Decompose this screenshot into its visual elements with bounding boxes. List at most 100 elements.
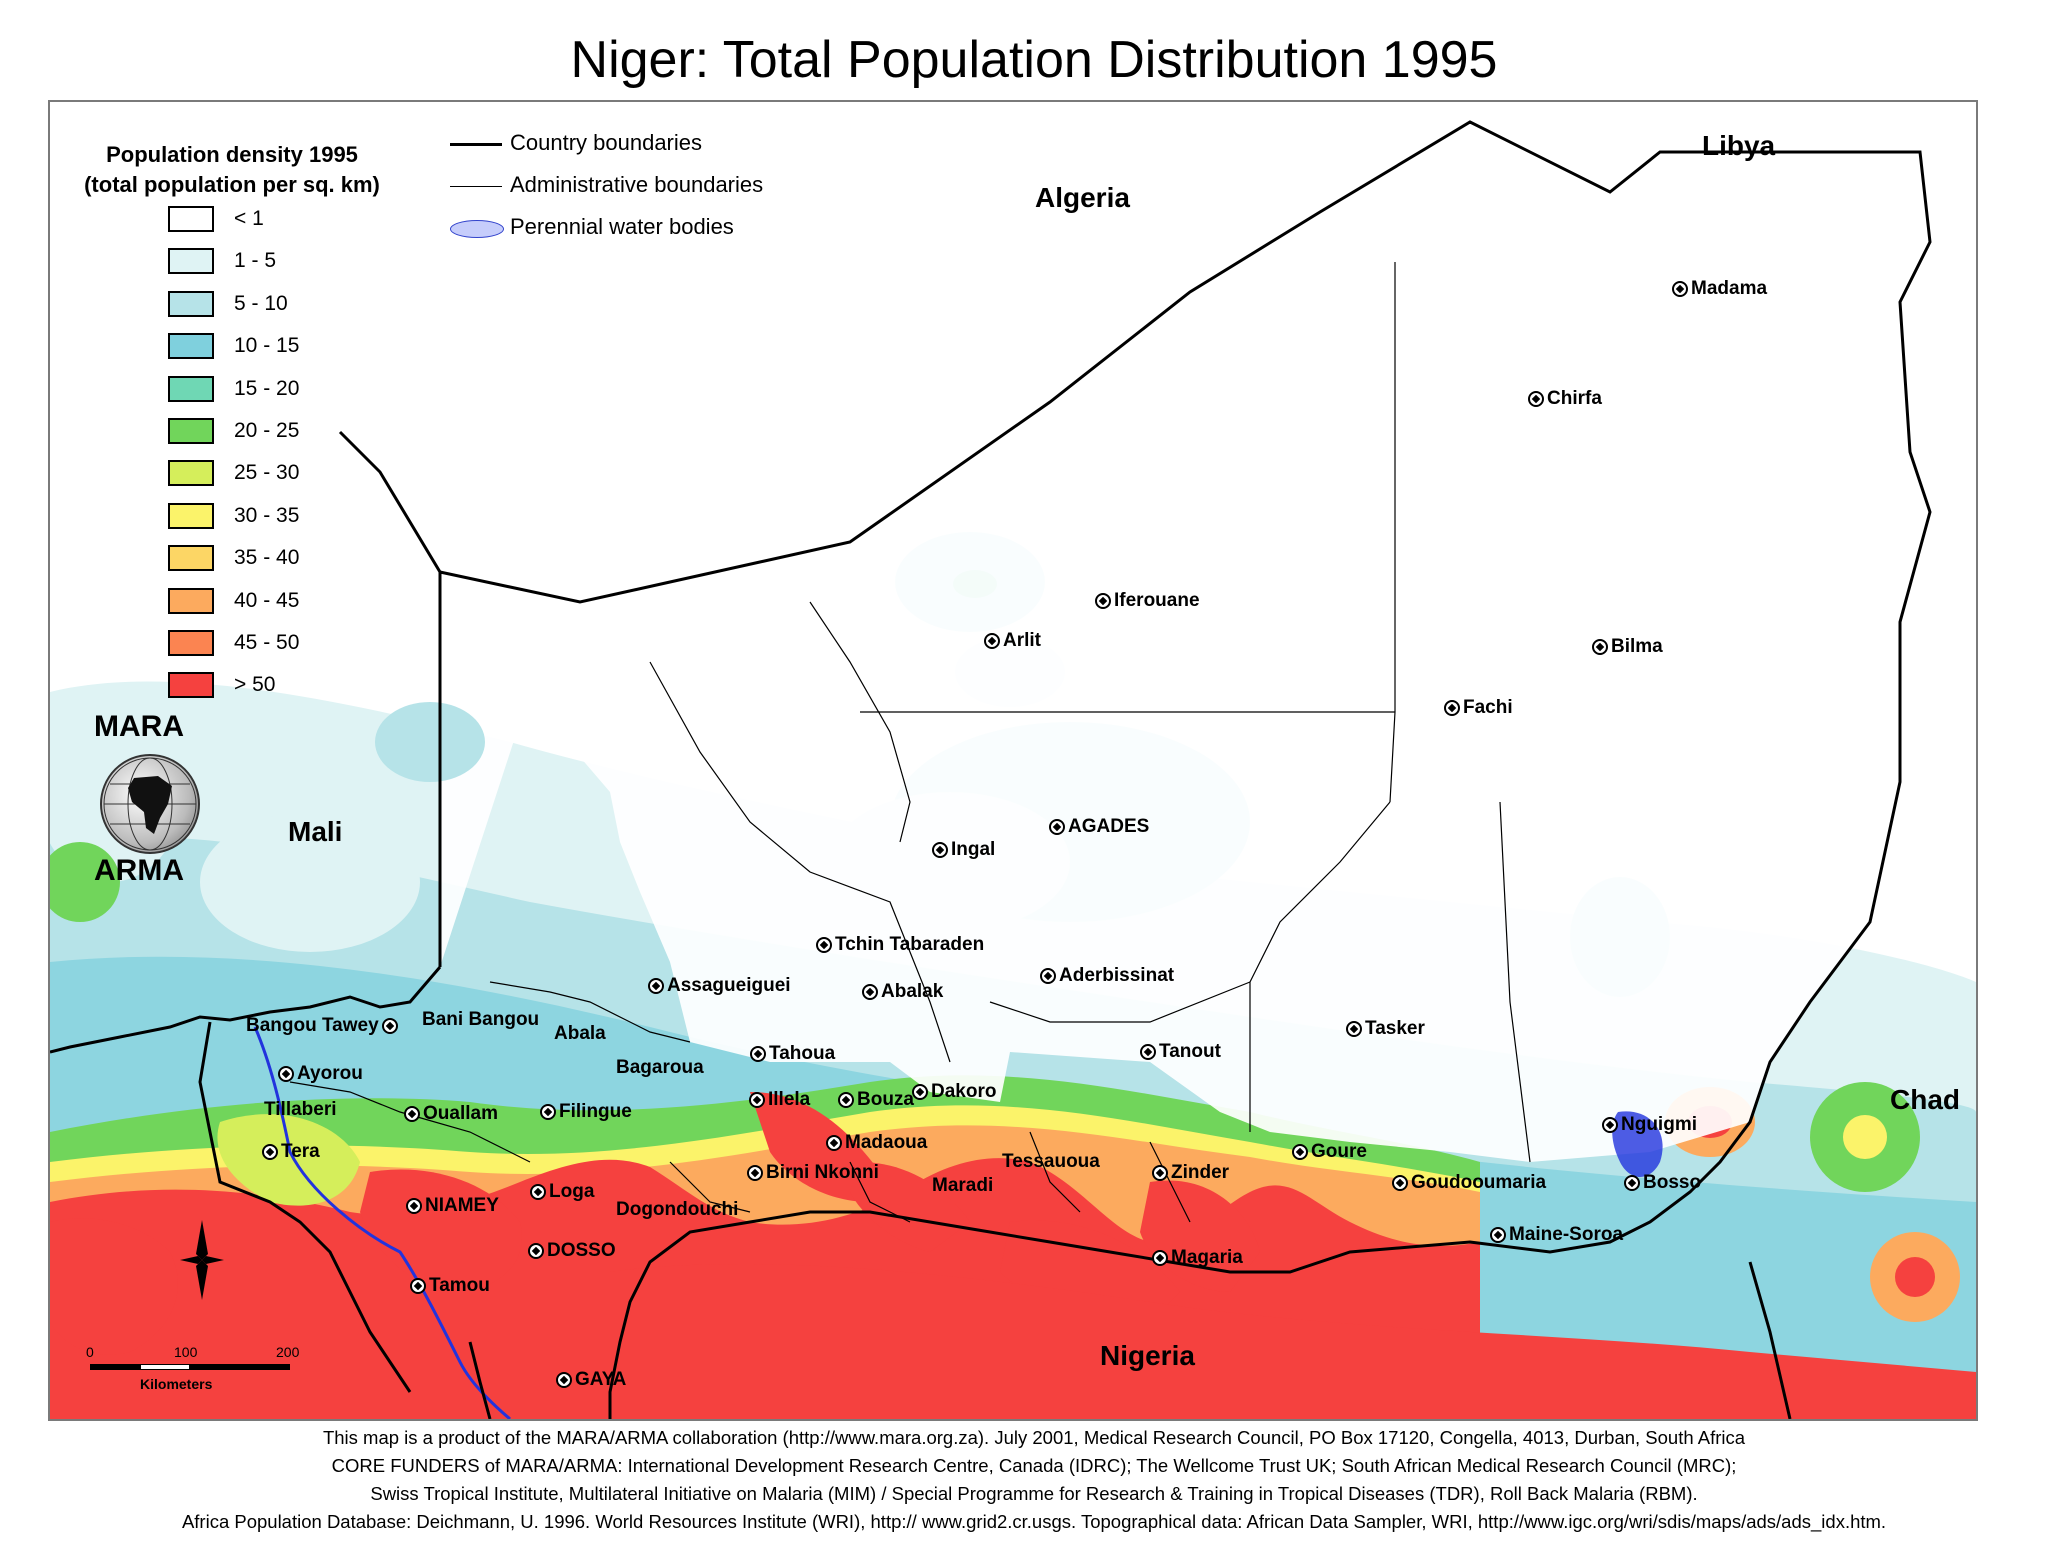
legend-class-label: 10 - 15: [234, 334, 300, 358]
place-aderbissinat: Aderbissinat: [1040, 966, 1174, 986]
town-marker-icon: [1152, 1164, 1168, 1181]
town-marker-icon: [816, 936, 832, 953]
town-marker-icon: [838, 1091, 854, 1108]
scale-tick-0: 0: [86, 1344, 94, 1360]
place-abalak: Abalak: [862, 982, 943, 1002]
place-abala: Abala: [554, 1023, 606, 1044]
place-ouallam: Ouallam: [404, 1104, 498, 1124]
town-marker-icon: [1444, 699, 1460, 716]
density-zone-gt50-madaoua: [850, 1162, 970, 1252]
place-arlit: Arlit: [984, 631, 1041, 651]
place-agades: AGADES: [1049, 817, 1149, 837]
place-tessauoua: Tessauoua: [1002, 1151, 1100, 1172]
place-tera: Tera: [262, 1142, 320, 1162]
town-marker-icon: [750, 1045, 766, 1062]
town-marker-icon: [1346, 1020, 1362, 1037]
legend-class-label: 20 - 25: [234, 419, 300, 442]
density-blob-chad-2-core: [1895, 1257, 1935, 1297]
density-zone-yellow-west: [217, 1114, 360, 1206]
north-arrow-icon: [180, 1220, 224, 1300]
town-marker-icon: [1095, 592, 1111, 609]
place-ingal: Ingal: [932, 840, 995, 860]
place-dogondouchi: Dogondouchi: [616, 1199, 739, 1220]
legend-swatch: [168, 587, 214, 614]
place-bouza: Bouza: [838, 1090, 914, 1110]
town-marker-icon: [862, 983, 878, 1000]
town-marker-icon: [1490, 1226, 1506, 1243]
density-zone-gt50-nigeria: [610, 1263, 1976, 1419]
town-marker-icon: [381, 1017, 398, 1034]
map-title: Niger: Total Population Distribution 199…: [570, 31, 1498, 89]
legend-class-label: < 1: [234, 207, 264, 230]
legend-swatch: [168, 460, 214, 487]
map-frame: Population density 1995 (total populatio…: [48, 100, 1978, 1421]
place-assagueiguei: Assagueiguei: [648, 976, 791, 996]
density-zone-gt50-west: [50, 1218, 178, 1355]
place-illela: Illela: [749, 1090, 810, 1110]
legend-class-label: 15 - 20: [234, 376, 300, 400]
density-blob-mali-1: [200, 812, 420, 952]
legend-class-label: > 50: [234, 673, 276, 697]
town-marker-icon: [1592, 638, 1608, 655]
mali-north-region: [50, 102, 440, 662]
place-tanout: Tanout: [1140, 1042, 1221, 1062]
legend-title: Population density 1995 (total populatio…: [72, 140, 392, 200]
scale-bar-segment: [140, 1364, 190, 1370]
place-birni-nkonni: Birni Nkonni: [747, 1163, 879, 1183]
town-marker-icon: [278, 1065, 294, 1082]
legend-class-label: 5 - 10: [234, 291, 288, 315]
town-marker-icon: [1672, 280, 1688, 297]
town-marker-icon: [410, 1277, 426, 1294]
place-tillaberi: Tillaberi: [264, 1099, 337, 1120]
place-madaoua: Madaoua: [826, 1133, 927, 1153]
legend-swatch: [168, 630, 214, 656]
town-marker-icon: [749, 1091, 765, 1108]
river-niger: [253, 1026, 511, 1419]
algeria-region: [50, 102, 1976, 602]
town-marker-icon: [1049, 818, 1065, 835]
globe-icon: [100, 754, 200, 854]
town-marker-icon: [1152, 1249, 1168, 1266]
town-marker-icon: [1624, 1174, 1640, 1191]
admin-boundary-line-icon: [450, 186, 502, 187]
legend-swatch: [168, 502, 214, 529]
place-dosso: DOSSO: [528, 1241, 616, 1261]
place-bani-bangou: Bani Bangou: [422, 1009, 540, 1030]
place-loga: Loga: [530, 1182, 594, 1202]
place-nguigmi: Nguigmi: [1602, 1115, 1697, 1135]
place-tamou: Tamou: [410, 1276, 490, 1296]
town-marker-icon: [984, 632, 1000, 649]
town-marker-icon: [1602, 1116, 1618, 1133]
town-marker-icon: [1292, 1143, 1308, 1160]
admin-boundaries: [289, 262, 1531, 1223]
place-chirfa: Chirfa: [1528, 389, 1602, 409]
country-boundaries: [50, 120, 1932, 1419]
place-ayorou: Ayorou: [278, 1064, 363, 1084]
density-blob-chad-1-core: [1843, 1115, 1887, 1159]
country-label-nigeria: Nigeria: [1100, 1340, 1195, 1371]
town-marker-icon: [826, 1134, 842, 1151]
legend-swatch: [168, 206, 214, 232]
place-bagaroua: Bagaroua: [616, 1057, 704, 1078]
town-marker-icon: [528, 1242, 544, 1259]
place-tasker: Tasker: [1346, 1019, 1425, 1039]
map-canvas: [50, 102, 1976, 1419]
country-label-chad: Chad: [1890, 1084, 1960, 1115]
scale-bar: [90, 1364, 290, 1372]
place-fachi: Fachi: [1444, 698, 1513, 718]
legend-class-label: 40 - 45: [234, 588, 300, 612]
legend-water-bodies-label: Perennial water bodies: [510, 214, 734, 239]
place-tchin-tabaraden: Tchin Tabaraden: [816, 935, 984, 955]
credits-line-2: CORE FUNDERS of MARA/ARMA: International…: [331, 1455, 1737, 1476]
credits-line-1: This map is a product of the MARA/ARMA c…: [322, 1427, 1746, 1448]
scale-tick-200: 200: [276, 1344, 300, 1360]
place-niamey: NIAMEY: [406, 1196, 499, 1216]
legend-title-line2: (total population per sq. km): [84, 172, 380, 197]
place-dakoro: Dakoro: [912, 1082, 996, 1102]
town-marker-icon: [262, 1143, 278, 1160]
town-marker-icon: [1040, 967, 1056, 984]
density-zone-gt50-niamey: [360, 1169, 522, 1292]
place-iferouane: Iferouane: [1095, 591, 1200, 611]
legend-admin-boundaries-label: Administrative boundaries: [510, 172, 764, 197]
legend-class-label: 30 - 35: [234, 503, 300, 527]
